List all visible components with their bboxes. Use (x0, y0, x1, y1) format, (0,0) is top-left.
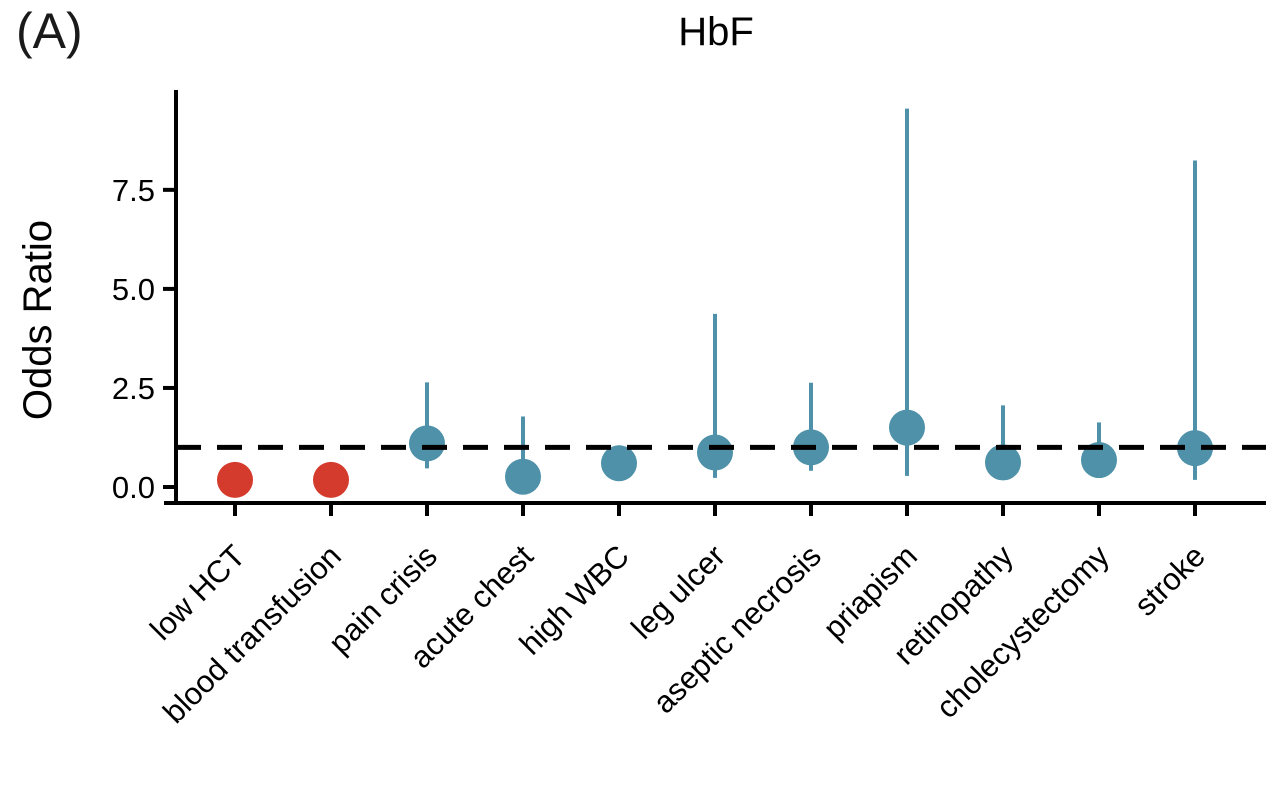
y-tick-label: 0.0 (112, 470, 155, 505)
x-category-label: cholecystectomy (929, 538, 1116, 725)
y-tick-label: 2.5 (112, 371, 155, 406)
panel-label: (A) (16, 3, 83, 59)
odds-ratio-point (1081, 442, 1117, 479)
x-category-label: stroke (1128, 538, 1212, 622)
odds-ratio-point (409, 425, 445, 462)
chart-title: HbF (678, 10, 754, 54)
x-category-label: aseptic necrosis (646, 538, 828, 720)
odds-ratio-point (985, 444, 1021, 481)
odds-ratio-point (697, 434, 733, 471)
odds-ratio-point (217, 461, 253, 498)
odds-ratio-point (601, 445, 637, 482)
x-category-label: blood transfusion (156, 538, 348, 730)
odds-ratio-point (505, 458, 541, 495)
y-tick-label: 7.5 (112, 173, 155, 208)
odds-ratio-point (313, 461, 349, 498)
odds-ratio-point (889, 409, 925, 446)
y-tick-label: 5.0 (112, 272, 155, 307)
odds-ratio-point (1177, 430, 1213, 467)
